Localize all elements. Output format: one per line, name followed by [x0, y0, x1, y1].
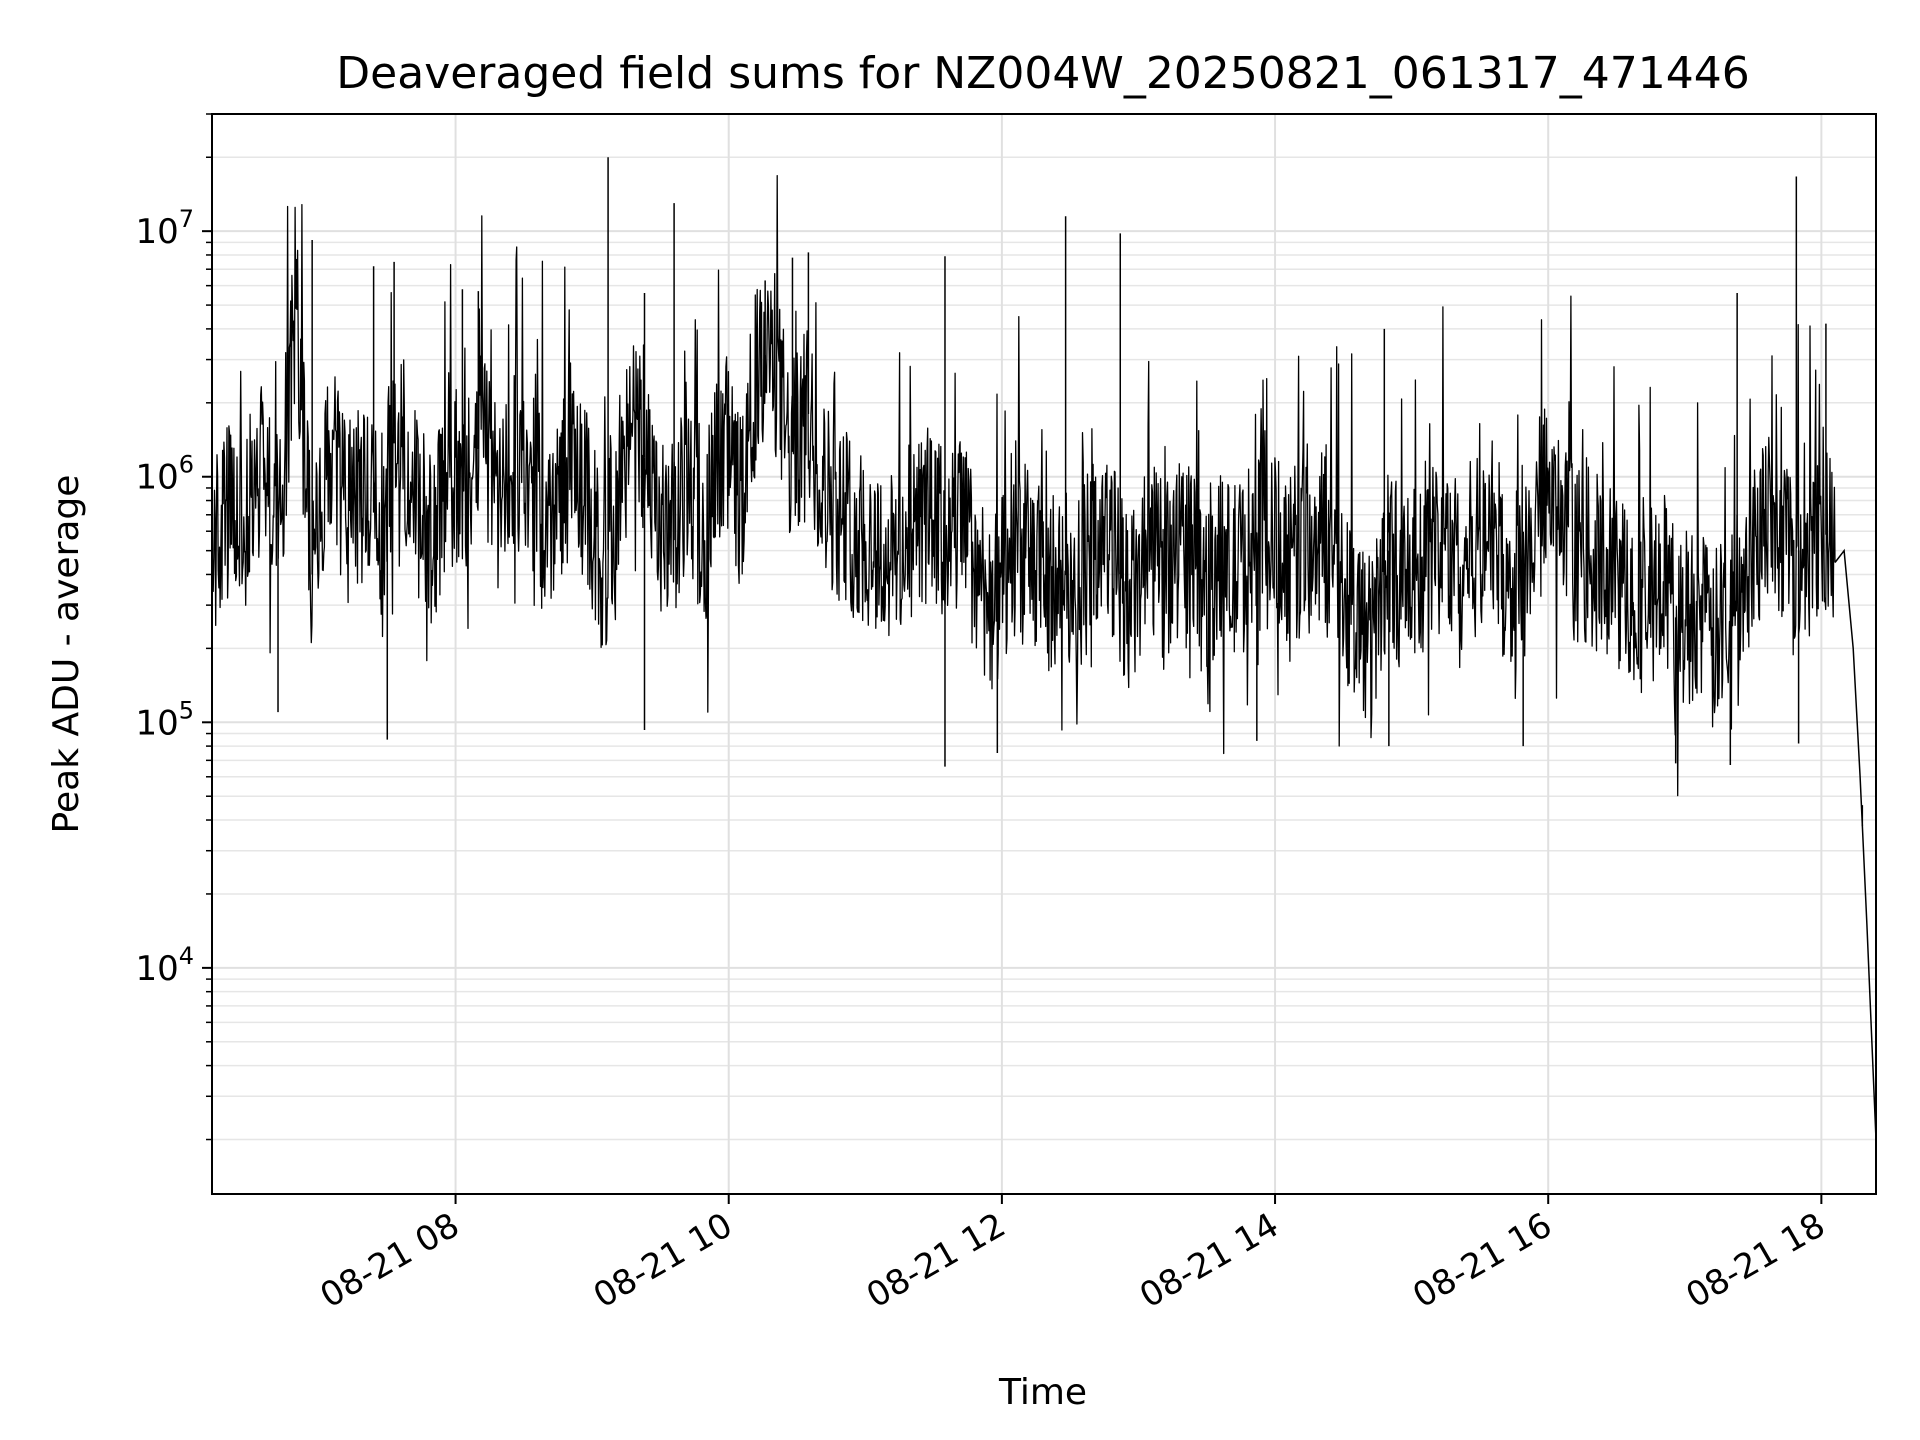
data-layer — [211, 157, 1877, 1140]
chart-title: Deaveraged field sums for NZ004W_2025082… — [336, 48, 1749, 99]
y-axis-label: Peak ADU - average — [46, 475, 87, 834]
x-axis-label: Time — [998, 1372, 1087, 1413]
plot-frame — [211, 113, 1877, 1195]
plot-area — [212, 114, 1876, 1194]
series-line-noise — [211, 174, 1836, 797]
y-tick-label: 107 — [135, 205, 194, 252]
y-tick-label: 105 — [135, 696, 194, 743]
y-tick-label: 104 — [135, 942, 194, 989]
series-line-tail — [1834, 548, 1877, 1140]
y-tick-label: 106 — [135, 451, 194, 498]
